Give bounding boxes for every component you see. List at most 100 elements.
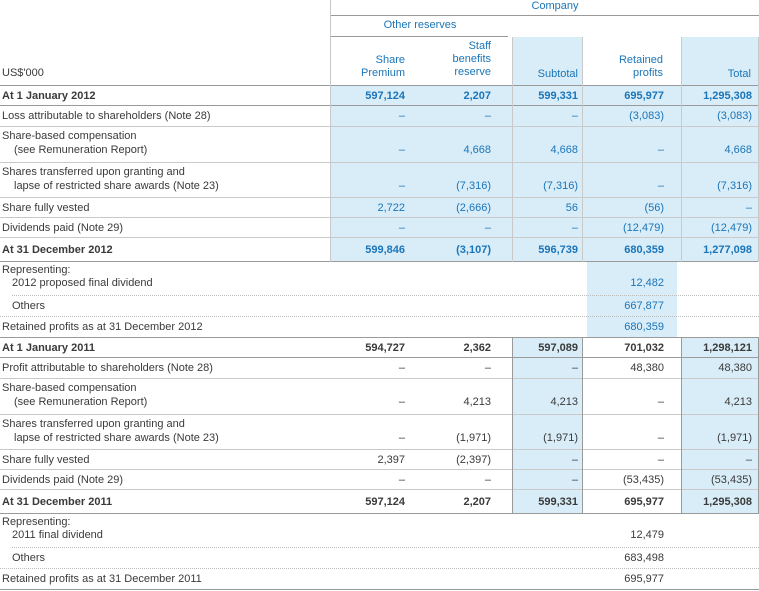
row-label: At 1 January 2011 (2, 342, 95, 354)
cell-value: 597,124 (365, 496, 405, 508)
cell-value: 4,668 (550, 144, 578, 156)
cell-value: – (398, 432, 405, 444)
cell-value: 2,722 (377, 202, 405, 214)
col-header-line: reserve (454, 66, 491, 78)
col-header-line: Total (727, 68, 751, 80)
representing-label: Others (12, 552, 46, 564)
cell-value: – (657, 180, 664, 192)
cell-value: 48,380 (630, 362, 664, 374)
representing-label: 2011 final dividend (12, 529, 103, 541)
cell-value: 4,213 (550, 396, 578, 408)
representing-rule (0, 337, 759, 338)
cell-value: 2,397 (377, 454, 405, 466)
cell-value: (2,666) (456, 202, 491, 214)
shade-header-total (681, 37, 758, 86)
cell-value: – (484, 474, 491, 486)
col-header-staff-benefits: Staff benefits reserve (410, 40, 491, 79)
row-label-continued: lapse of restricted share awards (Note 2… (14, 180, 219, 192)
cell-value: 4,213 (724, 396, 752, 408)
cell-value: (1,971) (543, 432, 578, 444)
shade-2011-subtotal (512, 338, 582, 514)
cell-value: 701,032 (624, 342, 664, 354)
row-label-continued: (see Remuneration Report) (14, 144, 148, 156)
col-header-line: Subtotal (537, 68, 578, 80)
representing-value: 695,977 (624, 573, 664, 585)
row-rule (0, 489, 759, 490)
representing-rule (0, 589, 759, 590)
cell-value: 599,331 (538, 90, 578, 102)
company-heading: Company (531, 0, 579, 12)
row-label: Share-based compensation (2, 130, 137, 142)
cell-value: – (745, 202, 752, 214)
row-label: Share fully vested (2, 454, 90, 466)
cell-value: (12,479) (623, 222, 664, 234)
company-rule (330, 15, 759, 16)
row-rule (0, 414, 759, 415)
representing-label: Retained profits as at 31 December 2012 (2, 321, 203, 333)
cell-value: (7,316) (717, 180, 752, 192)
currency-label: US$'000 (2, 67, 44, 79)
col-header-retained-profits: Retained profits (587, 54, 663, 80)
cell-value: 2,207 (463, 496, 491, 508)
cell-value: (1,971) (456, 432, 491, 444)
cell-value: – (398, 396, 405, 408)
column-border (582, 338, 583, 514)
row-rule (0, 126, 759, 127)
cell-value: 48,380 (718, 362, 752, 374)
representing-rule (0, 568, 759, 569)
cell-value: – (484, 362, 491, 374)
cell-value: 680,359 (624, 244, 664, 256)
column-border (681, 338, 682, 514)
cell-value: (3,083) (629, 110, 664, 122)
row-label: Dividends paid (Note 29) (2, 474, 124, 486)
cell-value: (53,435) (711, 474, 752, 486)
row-rule (0, 162, 759, 163)
row-rule (0, 197, 759, 198)
cell-value: – (657, 454, 664, 466)
cell-value: – (398, 110, 405, 122)
cell-value: 1,277,098 (703, 244, 752, 256)
cell-value: 4,668 (463, 144, 491, 156)
representing-rule (0, 316, 759, 317)
row-rule (0, 357, 759, 358)
other-reserves-heading: Other reserves (383, 19, 457, 31)
cell-value: 597,089 (538, 342, 578, 354)
cell-value: 597,124 (365, 90, 405, 102)
representing-rule (12, 547, 759, 548)
representing-value: 12,479 (630, 529, 664, 541)
row-rule (0, 261, 759, 262)
row-label: Share-based compensation (2, 382, 137, 394)
col-header-line: Share (375, 54, 405, 66)
cell-value: (7,316) (456, 180, 491, 192)
row-label: At 31 December 2011 (2, 496, 113, 508)
col-header-line: Staff (468, 40, 491, 52)
cell-value: 1,295,308 (703, 90, 752, 102)
row-label: Shares transferred upon granting and (2, 418, 185, 430)
col-header-share-premium: Share Premium (331, 54, 405, 80)
cell-value: – (657, 432, 664, 444)
cell-value: 695,977 (624, 496, 664, 508)
cell-value: 596,739 (538, 244, 578, 256)
cell-value: – (484, 222, 491, 234)
representing-rule (12, 295, 759, 296)
cell-value: 4,668 (724, 144, 752, 156)
cell-value: (3,107) (456, 244, 491, 256)
col-header-line: Premium (360, 67, 405, 79)
cell-value: – (571, 474, 578, 486)
column-border (512, 37, 513, 262)
cell-value: (1,971) (717, 432, 752, 444)
cell-value: 4,213 (463, 396, 491, 408)
representing-value: 680,359 (624, 321, 664, 333)
col-header-subtotal: Subtotal (512, 68, 578, 81)
representing-label: Representing: (2, 264, 71, 276)
column-border (512, 338, 513, 514)
col-header-line: profits (633, 67, 663, 79)
cell-value: – (398, 180, 405, 192)
row-label: Loss attributable to shareholders (Note … (2, 110, 211, 122)
cell-value: – (571, 454, 578, 466)
row-rule (0, 449, 759, 450)
cell-value: – (657, 144, 664, 156)
cell-value: – (398, 222, 405, 234)
row-rule (0, 513, 759, 514)
shade-2011-total (681, 338, 758, 514)
